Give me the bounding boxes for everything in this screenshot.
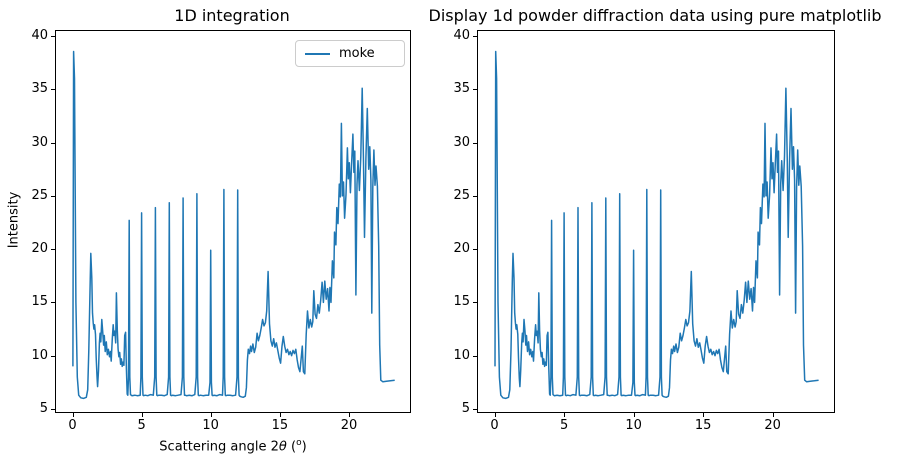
y-tick-label: 20 xyxy=(31,241,48,257)
y-tick-label: 30 xyxy=(453,134,470,150)
y-tick-label: 10 xyxy=(31,347,48,363)
legend-box: moke xyxy=(295,40,405,67)
y-tick-label: 5 xyxy=(39,401,48,416)
y-tick-label: 15 xyxy=(453,294,470,310)
y-tick-mark xyxy=(51,89,55,91)
x-tick-label: 0 xyxy=(68,418,77,433)
y-tick-mark xyxy=(473,195,477,197)
left-plot-title: 1D integration xyxy=(174,6,290,25)
plot-canvas xyxy=(72,50,395,400)
x-tick-mark xyxy=(72,413,74,417)
x-axis-label-paren-open: ( xyxy=(286,439,297,455)
x-tick-mark xyxy=(279,413,281,417)
moke-line xyxy=(494,50,819,400)
y-tick-label: 5 xyxy=(461,401,470,416)
y-tick-label: 40 xyxy=(31,28,48,43)
right-axes: 0 5 10 15 20 5 10 15 20 25 30 35 40 xyxy=(453,28,835,433)
moke-line xyxy=(72,50,395,400)
y-tick-mark xyxy=(51,302,55,304)
x-tick-mark xyxy=(633,413,635,417)
x-axis-label: Scattering angle 2θ (o) xyxy=(56,438,410,454)
y-tick-label: 15 xyxy=(31,294,48,310)
x-axis-label-theta: θ xyxy=(278,439,287,455)
y-tick-mark xyxy=(473,302,477,304)
x-tick-label: 20 xyxy=(340,418,358,433)
y-tick-mark xyxy=(473,409,477,410)
y-tick-mark xyxy=(51,195,55,197)
legend-label: moke xyxy=(339,46,375,61)
y-tick-label: 40 xyxy=(453,28,470,43)
legend-line-sample xyxy=(305,52,330,55)
y-tick-mark xyxy=(473,249,477,251)
y-tick-mark xyxy=(473,355,477,357)
x-tick-mark xyxy=(494,413,496,417)
y-tick-label: 30 xyxy=(31,134,48,150)
x-tick-label: 10 xyxy=(625,418,642,433)
x-tick-label: 15 xyxy=(271,418,289,433)
x-tick-label: 5 xyxy=(559,418,569,433)
x-tick-mark xyxy=(703,413,705,417)
y-tick-mark xyxy=(51,355,55,357)
y-tick-label: 25 xyxy=(453,187,470,203)
x-axis-label-degree: o xyxy=(296,438,302,448)
plot-canvas xyxy=(494,50,819,400)
x-tick-mark xyxy=(772,413,774,417)
x-axis-label-paren-close: ) xyxy=(301,439,307,455)
y-tick-label: 25 xyxy=(31,187,48,203)
x-tick-label: 10 xyxy=(202,418,219,433)
x-tick-label: 5 xyxy=(137,418,146,433)
y-tick-mark xyxy=(51,409,55,410)
y-tick-label: 10 xyxy=(453,347,470,363)
y-tick-mark xyxy=(51,142,55,144)
x-tick-mark xyxy=(349,413,350,417)
x-tick-mark xyxy=(210,413,212,417)
x-tick-label: 15 xyxy=(694,418,712,433)
y-tick-label: 20 xyxy=(453,241,470,257)
x-tick-mark xyxy=(141,413,143,417)
x-tick-mark xyxy=(564,413,566,417)
y-tick-mark xyxy=(473,89,477,91)
x-axis-label-text: Scattering angle 2 xyxy=(159,439,279,455)
y-tick-mark xyxy=(51,36,55,37)
y-tick-label: 35 xyxy=(31,81,48,97)
right-plot-title: Display 1d powder diffraction data using… xyxy=(428,6,882,25)
left-axes: moke Scattering angle 2θ (o) 0 5 10 15 20 5 10… xyxy=(31,28,411,454)
y-tick-mark xyxy=(473,142,477,144)
y-tick-mark xyxy=(473,36,477,37)
y-tick-mark xyxy=(51,249,55,251)
y-tick-label: 35 xyxy=(453,81,470,97)
x-tick-label: 20 xyxy=(764,418,781,433)
x-tick-label: 0 xyxy=(490,418,499,433)
